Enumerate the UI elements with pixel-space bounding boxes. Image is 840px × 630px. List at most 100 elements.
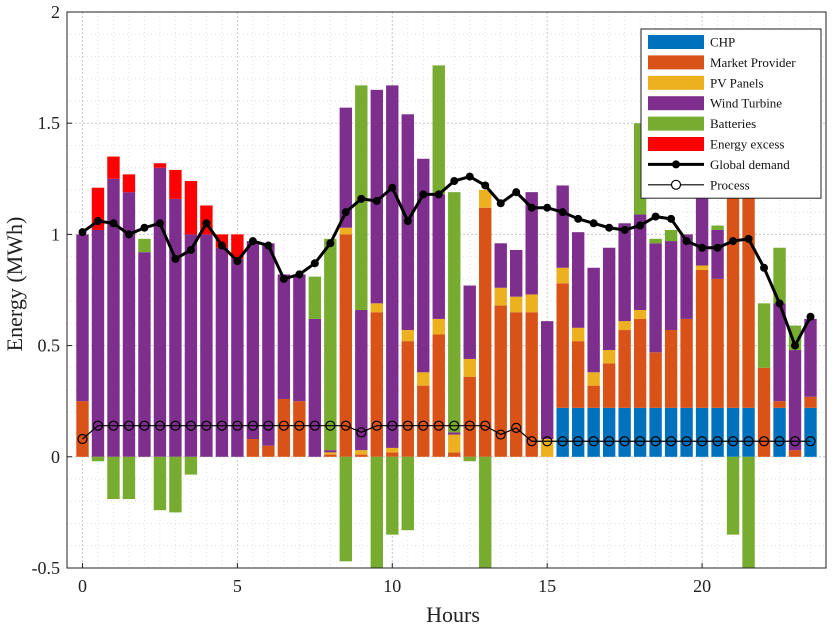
bar-market-provider	[633, 318, 647, 408]
bar-market-provider	[262, 445, 275, 457]
bar-wind-turbine	[804, 318, 817, 397]
global-demand-marker	[543, 203, 552, 212]
bar-wind-turbine	[122, 192, 136, 457]
legend-label: CHP	[710, 35, 735, 50]
global-demand-marker	[233, 257, 242, 266]
process-marker	[371, 420, 382, 431]
x-tick-labels: 0 5 10 15 20	[78, 563, 711, 596]
bar-pv-panels	[324, 452, 337, 455]
process-marker	[758, 436, 770, 447]
bar-wind-turbine	[540, 321, 554, 440]
bar-pv-panels	[587, 372, 600, 386]
bar-market-provider	[742, 185, 755, 408]
process-marker	[480, 420, 491, 431]
bar-batteries	[649, 238, 662, 244]
bar-batteries	[463, 456, 476, 462]
bar-market-provider	[726, 196, 740, 408]
global-demand-marker	[450, 177, 459, 186]
bar-chp	[695, 407, 709, 457]
bar-pv-panels	[602, 350, 616, 364]
process-marker	[77, 433, 88, 445]
legend-label: Energy excess	[710, 137, 784, 152]
global-demand-marker	[155, 219, 164, 228]
process-marker	[557, 436, 568, 447]
process-marker	[216, 420, 227, 431]
y-tick-labels: -0.5 0 0.5 1 1.5 2	[32, 2, 72, 578]
y-tick-label: -0.5	[32, 558, 61, 578]
bar-wind-turbine	[680, 234, 693, 319]
bar-market-provider	[525, 312, 538, 457]
x-tick-label: 15	[538, 576, 556, 596]
process-marker	[789, 436, 801, 447]
process-marker	[727, 436, 739, 447]
global-demand-marker	[78, 228, 87, 237]
bar-market-provider	[401, 341, 414, 457]
process-marker	[588, 436, 599, 447]
bar-batteries	[664, 229, 678, 242]
bar-batteries	[324, 238, 337, 451]
bar-batteries	[339, 456, 353, 562]
bar-wind-turbine	[463, 285, 476, 359]
process-marker	[294, 420, 305, 431]
global-demand-marker	[682, 237, 691, 246]
bar-market-provider	[339, 234, 353, 457]
bar-pv-panels	[510, 296, 523, 313]
bar-wind-turbine	[386, 85, 399, 448]
bar-wind-turbine	[339, 107, 353, 228]
legend-swatch	[648, 55, 704, 70]
process-marker	[666, 436, 677, 447]
process-marker	[309, 420, 320, 431]
bar-batteries	[122, 456, 136, 500]
bar-chp	[649, 407, 662, 457]
bar-batteries	[184, 456, 198, 475]
process-marker	[604, 436, 615, 447]
bar-pv-panels	[463, 358, 476, 377]
bar-market-provider	[355, 454, 368, 457]
bar-batteries	[726, 456, 740, 535]
bar-pv-panels	[525, 294, 538, 313]
process-marker	[681, 436, 692, 447]
bar-wind-turbine	[649, 243, 662, 353]
bar-pv-panels	[401, 330, 414, 342]
bar-chp	[680, 407, 693, 457]
global-demand-marker	[512, 188, 521, 197]
process-marker	[449, 420, 460, 431]
process-marker	[402, 420, 413, 431]
bar-wind-turbine	[556, 185, 569, 268]
bar-wind-turbine	[448, 432, 461, 435]
process-marker	[774, 436, 785, 447]
bar-market-provider	[246, 439, 260, 457]
global-demand-marker	[217, 241, 226, 250]
global-demand-marker	[202, 219, 211, 228]
bar-pv-panels	[633, 310, 647, 319]
legend-swatch	[648, 116, 704, 131]
global-demand-marker	[605, 223, 614, 232]
global-demand-marker	[667, 214, 676, 223]
bar-batteries	[479, 456, 492, 568]
y-tick-label: 0.5	[38, 336, 61, 356]
bar-pv-panels	[339, 227, 353, 235]
bar-wind-turbine	[788, 350, 802, 451]
process-marker	[495, 429, 506, 440]
bar-pv-panels	[571, 327, 585, 342]
bar-pv-panels	[432, 318, 445, 335]
legend-label: Batteries	[710, 116, 756, 131]
global-demand-marker	[357, 194, 366, 203]
bar-energy-excess	[184, 181, 198, 235]
legend-label: Market Provider	[710, 55, 796, 70]
process-marker	[542, 436, 553, 447]
x-tick-label: 0	[78, 576, 87, 596]
bar-market-provider	[804, 396, 817, 408]
bar-wind-turbine	[355, 310, 368, 451]
legend: CHP Market Provider PV Panels Wind Turbine B…	[640, 28, 822, 199]
bar-market-provider	[494, 305, 507, 457]
bar-wind-turbine	[773, 303, 786, 402]
bar-energy-excess	[122, 174, 136, 193]
bar-wind-turbine	[432, 194, 445, 319]
bar-chp	[556, 407, 569, 457]
process-marker	[247, 420, 258, 431]
bar-pv-panels	[540, 439, 554, 457]
global-demand-marker	[620, 225, 629, 234]
bar-wind-turbine	[695, 187, 709, 266]
